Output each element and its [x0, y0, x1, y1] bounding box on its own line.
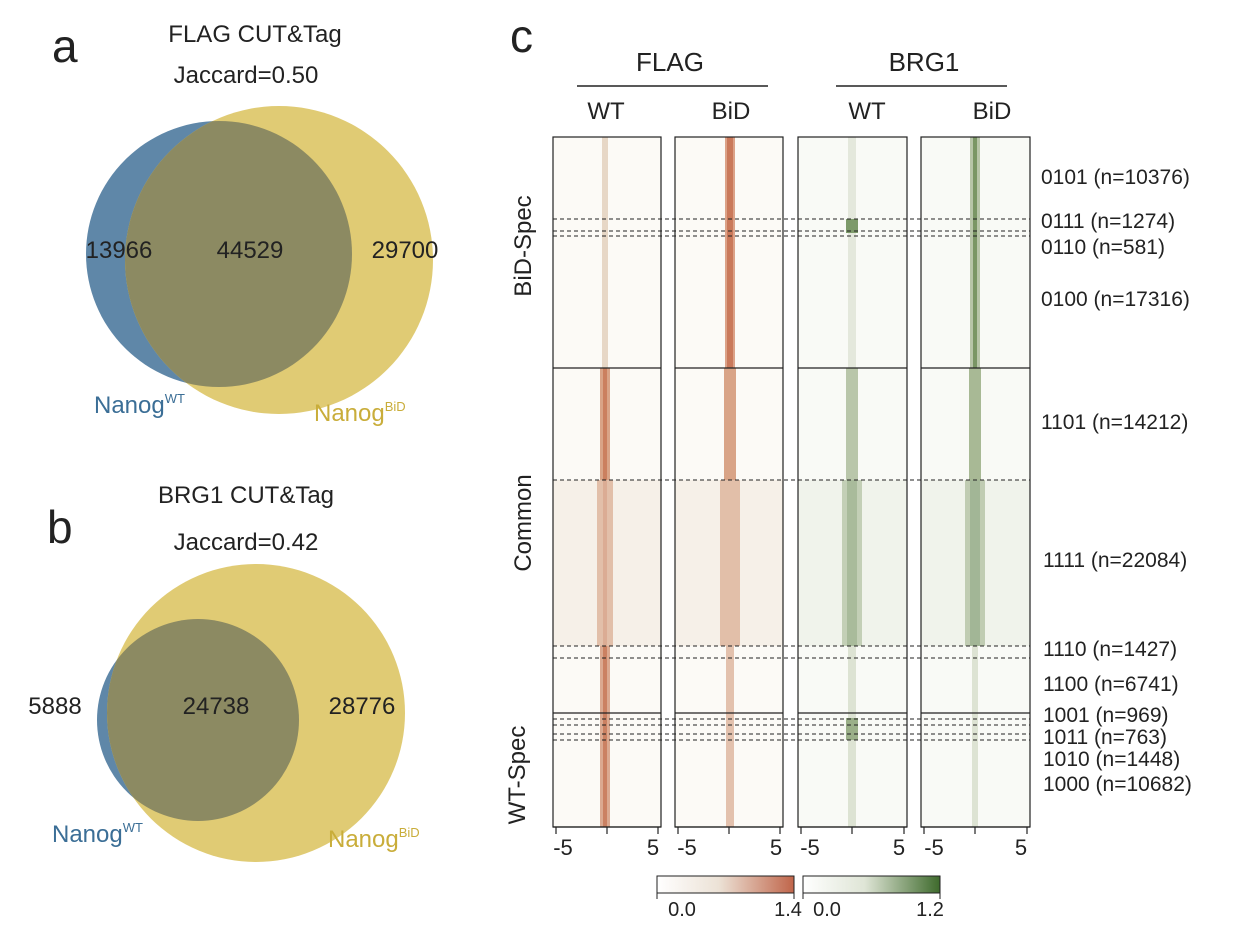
colorbar-brg1-min: 0.0	[813, 899, 841, 921]
row-group-wt-spec: WT-Spec	[504, 726, 531, 825]
colorbar-flag: 0.0 1.4	[656, 875, 802, 921]
colorbar-flag-min: 0.0	[668, 899, 696, 921]
cluster-label: 0101 (n=10376)	[1041, 166, 1190, 189]
panel-a-jaccard: Jaccard=0.50	[174, 62, 319, 89]
cluster-label: 1100 (n=6741)	[1043, 673, 1179, 696]
heatmap-flag-wt	[552, 136, 662, 828]
venn-b-right-count: 28776	[329, 693, 396, 720]
colorbar-brg1-max: 1.2	[916, 899, 944, 921]
heatmap-brg1-bid	[920, 136, 1031, 828]
cluster-label: 0100 (n=17316)	[1041, 288, 1190, 311]
cluster-separators	[553, 218, 1030, 741]
col-label-flag-bid: BiD	[712, 98, 751, 125]
panel-a-venn: a FLAG CUT&Tag Jaccard=0.50 13966 44529 …	[52, 20, 438, 427]
x-tick-label: -5	[677, 835, 697, 860]
venn-a-right-count: 29700	[372, 237, 439, 264]
venn-a-bid-label: NanogBiD	[314, 399, 406, 427]
row-group-bid-spec: BiD-Spec	[510, 195, 537, 296]
x-tick-labels: -5 5 -5 5 -5 5 -5 5	[553, 835, 1027, 860]
cluster-label: 1111 (n=22084)	[1043, 549, 1187, 572]
x-tick-label: 5	[647, 835, 659, 860]
cluster-labels: 0101 (n=10376) 0111 (n=1274) 0110 (n=581…	[1041, 166, 1192, 796]
x-tick-label: -5	[924, 835, 944, 860]
venn-b-left-count: 5888	[28, 693, 81, 720]
col-label-flag-wt: WT	[587, 98, 625, 125]
venn-b-bid-label: NanogBiD	[328, 825, 420, 853]
cluster-label: 1010 (n=1448)	[1043, 748, 1180, 771]
cluster-label: 0110 (n=581)	[1041, 236, 1165, 259]
x-axes	[553, 826, 1030, 834]
x-tick-label: -5	[800, 835, 820, 860]
cluster-label: 0111 (n=1274)	[1041, 210, 1175, 233]
panel-b-venn: b BRG1 CUT&Tag Jaccard=0.42 5888 24738 2…	[28, 482, 420, 862]
panel-b-title: BRG1 CUT&Tag	[158, 482, 334, 509]
panel-c-heatmaps: c FLAG BRG1 WT BiD WT BiD BiD-Spec Commo…	[504, 10, 1192, 921]
group-separators	[553, 367, 1030, 714]
venn-b-overlap-count: 24738	[183, 693, 250, 720]
x-tick-label: -5	[553, 835, 573, 860]
panel-b-jaccard: Jaccard=0.42	[174, 529, 319, 556]
heatmap-flag-bid	[674, 136, 784, 828]
venn-a-left-count: 13966	[86, 237, 153, 264]
col-label-brg1-wt: WT	[848, 98, 886, 125]
cluster-label: 1110 (n=1427)	[1043, 638, 1177, 661]
cluster-label: 1000 (n=10682)	[1043, 773, 1192, 796]
x-tick-label: 5	[770, 835, 782, 860]
panel-c-letter: c	[510, 10, 533, 62]
venn-a-overlap-count: 44529	[217, 237, 284, 264]
venn-b-wt-label: NanogWT	[52, 820, 143, 848]
row-group-common: Common	[510, 474, 537, 571]
panel-a-letter: a	[52, 20, 78, 72]
col-label-brg1-bid: BiD	[973, 98, 1012, 125]
venn-b-overlap	[107, 619, 299, 821]
group-label-brg1: BRG1	[889, 47, 960, 77]
cluster-label: 1011 (n=763)	[1043, 726, 1167, 749]
cluster-label: 1001 (n=969)	[1043, 704, 1169, 727]
cluster-label: 1101 (n=14212)	[1041, 411, 1188, 434]
colorbar-flag-max: 1.4	[774, 899, 802, 921]
heatmap-brg1-wt	[797, 136, 908, 828]
panel-b-letter: b	[47, 501, 73, 553]
venn-a-wt-label: NanogWT	[94, 391, 185, 419]
x-tick-label: 5	[1015, 835, 1027, 860]
venn-a-overlap	[125, 121, 352, 387]
colorbar-brg1: 0.0 1.2	[802, 875, 944, 921]
x-tick-label: 5	[893, 835, 905, 860]
panel-a-title: FLAG CUT&Tag	[168, 21, 341, 48]
group-label-flag: FLAG	[636, 47, 704, 77]
